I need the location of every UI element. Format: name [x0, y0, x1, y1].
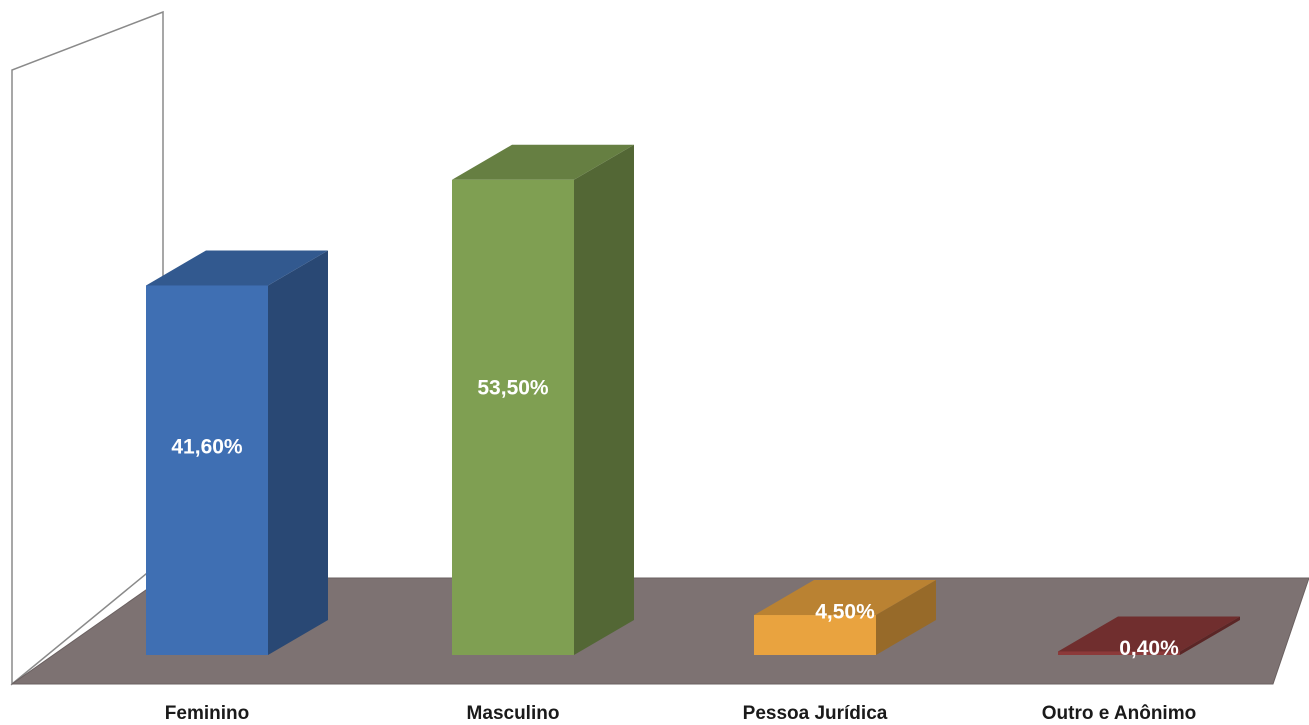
bar-front-0	[146, 285, 268, 655]
bar-top-1	[452, 144, 634, 180]
category-label-outro-e-anonimo: Outro e Anônimo	[1041, 703, 1197, 724]
back-wall	[11, 10, 164, 686]
bar-side-3	[1180, 616, 1240, 655]
bar-front-1	[452, 179, 574, 655]
chart-floor	[10, 577, 1309, 685]
bar-1: 53,50%	[452, 144, 634, 655]
bar-top-0	[146, 250, 328, 286]
category-label-feminino: Feminino	[164, 703, 250, 724]
category-label-pessoa-juridica: Pessoa Jurídica	[742, 703, 888, 724]
bar-side-2	[876, 580, 936, 655]
category-label-masculino: Masculino	[466, 703, 560, 724]
data-label-3: 0,40%	[1119, 637, 1179, 660]
data-label-2: 4,50%	[815, 601, 875, 624]
bar-front-2	[754, 615, 876, 655]
bar-front-3	[1058, 651, 1180, 655]
bar-2: 4,50%	[754, 580, 936, 655]
bar-side-1	[574, 144, 634, 655]
bar-top-2	[754, 580, 936, 616]
bar-top-3	[1058, 616, 1240, 652]
bar-3: 0,40%	[1058, 616, 1240, 660]
bar-0: 41,60%	[146, 250, 328, 655]
data-label-0: 41,60%	[171, 436, 243, 459]
data-label-1: 53,50%	[477, 376, 549, 399]
bar-side-0	[268, 250, 328, 655]
